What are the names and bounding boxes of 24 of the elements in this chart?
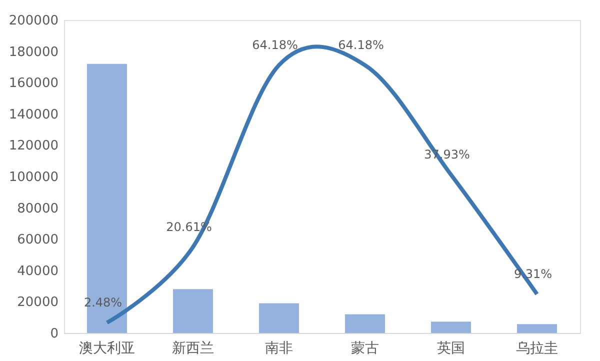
y-tick-label: 100000 bbox=[8, 170, 58, 185]
bar bbox=[517, 324, 557, 333]
y-tick-label: 20000 bbox=[17, 295, 58, 310]
x-tick-label: 南非 bbox=[265, 340, 293, 356]
bar bbox=[259, 303, 299, 333]
y-tick-label: 40000 bbox=[17, 264, 58, 279]
y-tick-label: 120000 bbox=[8, 138, 58, 154]
bar bbox=[173, 289, 213, 333]
data-label: 64.18% bbox=[252, 38, 298, 52]
bar bbox=[431, 322, 471, 333]
y-tick-label: 0 bbox=[50, 326, 58, 342]
x-tick-label: 英国 bbox=[437, 340, 465, 356]
x-tick-label: 蒙古 bbox=[351, 340, 379, 356]
x-tick-label: 新西兰 bbox=[172, 340, 214, 356]
y-tick-label: 200000 bbox=[8, 14, 58, 28]
y-tick-label: 60000 bbox=[17, 232, 58, 248]
x-tick-label: 澳大利亚 bbox=[79, 340, 135, 356]
y-tick-label: 160000 bbox=[8, 76, 58, 92]
bar bbox=[345, 314, 385, 333]
x-tick-label: 乌拉圭 bbox=[516, 340, 558, 356]
y-tick-label: 80000 bbox=[17, 201, 58, 216]
y-tick-label: 140000 bbox=[8, 107, 58, 122]
y-tick-label: 180000 bbox=[8, 44, 58, 60]
data-label: 64.18% bbox=[338, 38, 384, 52]
